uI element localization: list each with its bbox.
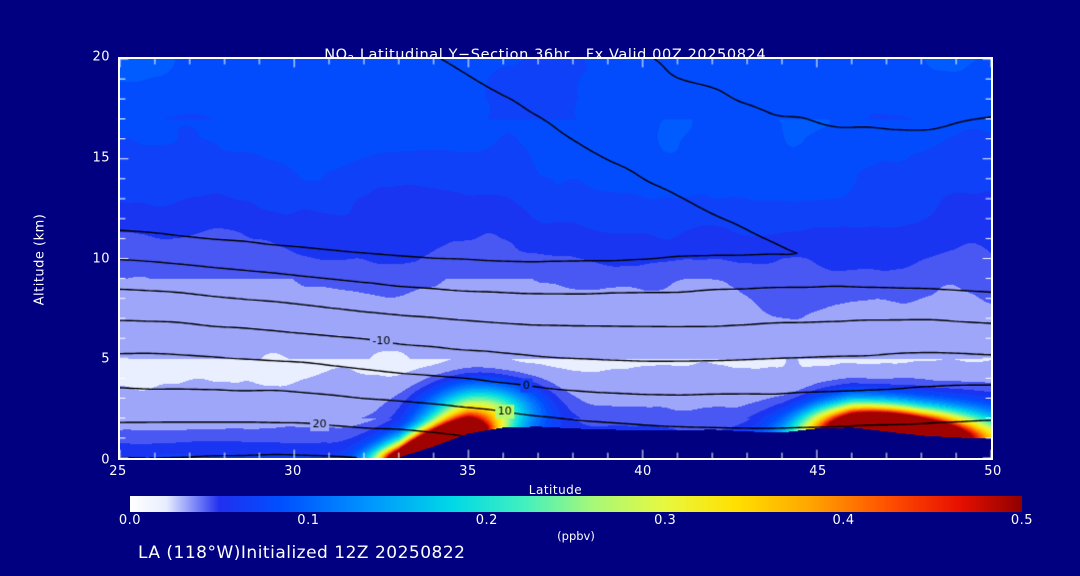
y-tick-label: 5 bbox=[101, 351, 110, 367]
colorbar-ticklabels: 0.0 0.1 0.2 0.3 0.4 0.5 bbox=[119, 513, 1033, 533]
x-tick-label: 25 bbox=[109, 464, 127, 479]
x-tick-label: 45 bbox=[809, 464, 827, 479]
y-axis-title: Altitude (km) bbox=[32, 213, 48, 306]
y-tick-label: 0 bbox=[101, 452, 110, 468]
colorbar bbox=[130, 496, 1022, 512]
colorbar-unit-label: (ppbv) bbox=[557, 529, 595, 543]
colorbar-tick-label: 0.3 bbox=[654, 513, 677, 528]
y-axis-ticklabels: 0 5 10 15 20 bbox=[78, 50, 110, 468]
contour-fill-canvas bbox=[120, 59, 991, 458]
colorbar-tick-label: 0.1 bbox=[297, 513, 320, 528]
colorbar-tick-label: 0.4 bbox=[832, 513, 855, 528]
x-tick-label: 50 bbox=[984, 464, 1002, 479]
colorbar-tick-label: 0.0 bbox=[118, 513, 142, 528]
colorbar-gradient bbox=[130, 496, 1022, 512]
x-tick-label: 35 bbox=[459, 464, 477, 479]
cross-section-plot bbox=[118, 57, 993, 460]
colorbar-tick-label: 0.5 bbox=[1010, 513, 1034, 528]
x-axis-title: Latitude bbox=[528, 483, 583, 497]
y-tick-label: 15 bbox=[92, 150, 110, 166]
x-axis-ticklabels: 25 30 35 40 45 50 bbox=[109, 464, 1001, 484]
x-tick-label: 30 bbox=[284, 464, 302, 479]
y-tick-label: 20 bbox=[92, 49, 110, 65]
x-tick-label: 40 bbox=[634, 464, 652, 479]
y-tick-label: 10 bbox=[92, 251, 110, 266]
colorbar-tick-label: 0.2 bbox=[475, 513, 498, 528]
footer-caption: LA (118°W)Initialized 12Z 20250822 bbox=[138, 543, 466, 563]
